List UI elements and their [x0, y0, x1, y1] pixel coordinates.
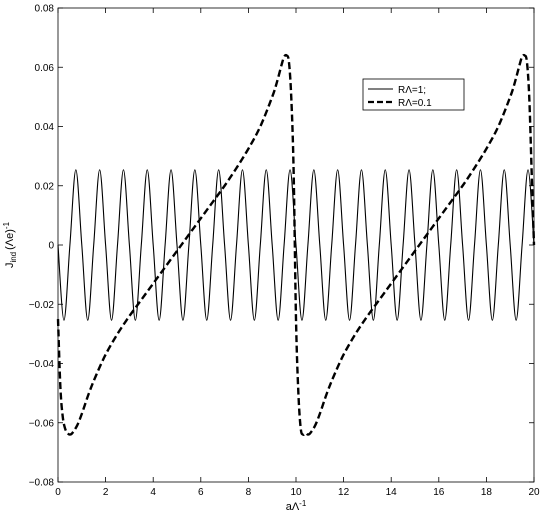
x-axis-label-base: aΛ — [286, 501, 300, 513]
x-tick-label: 10 — [290, 487, 302, 498]
x-tick-label: 16 — [433, 487, 445, 498]
legend-label-series-2: RΛ=0.1 — [398, 98, 432, 109]
y-axis-label-sup: -1 — [2, 221, 11, 229]
x-tick-label: 8 — [246, 487, 252, 498]
plot-frame — [57, 7, 535, 483]
series-line-2 — [56, 53, 536, 436]
legend-label-series-1: RΛ=1; — [398, 85, 426, 96]
y-axis-label: Jind (Λe)-1 — [2, 221, 18, 268]
x-tick-label: 12 — [338, 487, 350, 498]
y-axis-label-sub: ind — [9, 252, 18, 263]
x-tick-label: 6 — [198, 487, 204, 498]
tick-layer: 0 2 4 6 8 10 12 14 16 18 20 −0.08 −0.06 −0.04 −0.02 0 0.… — [29, 4, 540, 499]
x-tick-label: 14 — [386, 487, 398, 498]
x-tick-label: 18 — [481, 487, 493, 498]
x-axis-label: aΛ-1 — [286, 499, 307, 513]
y-tick-label: −0.06 — [29, 418, 55, 429]
x-tick-label: 20 — [528, 487, 540, 498]
x-tick-label: 4 — [150, 487, 156, 498]
y-axis-label-paren: (Λe) — [4, 229, 16, 250]
legend-box — [362, 78, 465, 111]
x-tick-label: 2 — [103, 487, 109, 498]
y-tick-label: −0.08 — [29, 478, 55, 489]
y-tick-label: 0.02 — [35, 181, 55, 192]
x-tick-label: 0 — [55, 487, 61, 498]
y-axis-label-base: J — [4, 263, 16, 269]
y-tick-label: 0 — [48, 241, 54, 252]
y-tick-label: −0.04 — [29, 359, 55, 370]
y-tick-label: 0.04 — [35, 122, 55, 133]
series-layer — [56, 53, 536, 436]
y-tick-label: 0.08 — [35, 4, 55, 15]
x-axis-label-sup: -1 — [299, 499, 307, 508]
y-tick-label: −0.02 — [29, 300, 55, 311]
legend: RΛ=1; RΛ=0.1 — [362, 78, 465, 111]
y-tick-label: 0.06 — [35, 63, 55, 74]
